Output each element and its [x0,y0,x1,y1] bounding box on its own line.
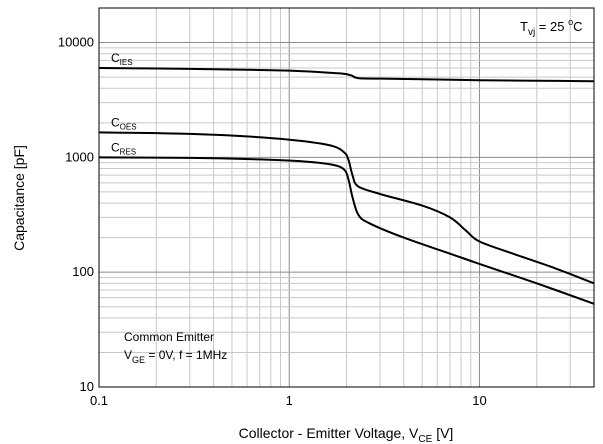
x-tick-label: 10 [472,393,486,408]
series-line-oes [98,131,595,285]
data-curves [98,67,595,305]
annotation-line2: VGE = 0V, f = 1MHz [124,348,227,365]
y-tick-label: 10 [80,379,94,394]
temperature-condition: Tvj = 25 oC [520,17,582,38]
series-labels: CIES COES CRES [111,51,137,156]
y-axis-title: Capacitance [pF] [11,145,27,251]
x-axis-title: Collector - Emitter Voltage, VCE [V] [239,425,454,444]
series-label-oes: COES [111,115,137,131]
y-tick-label: 100 [72,264,94,279]
plot-frame [98,7,595,388]
y-tick-label: 10000 [58,35,94,50]
y-tick-labels: 10 100 1000 10000 [58,35,94,394]
series-label-ies: CIES [111,51,133,67]
series-line-res [98,156,595,305]
x-tick-labels: 0.1 1 10 [90,393,487,408]
series-line-ies [98,67,595,83]
x-tick-label: 1 [286,393,293,408]
annotation-line1: Common Emitter [124,330,214,344]
y-tick-label: 1000 [65,149,94,164]
x-tick-label: 0.1 [90,393,108,408]
series-label-res: CRES [111,140,136,156]
